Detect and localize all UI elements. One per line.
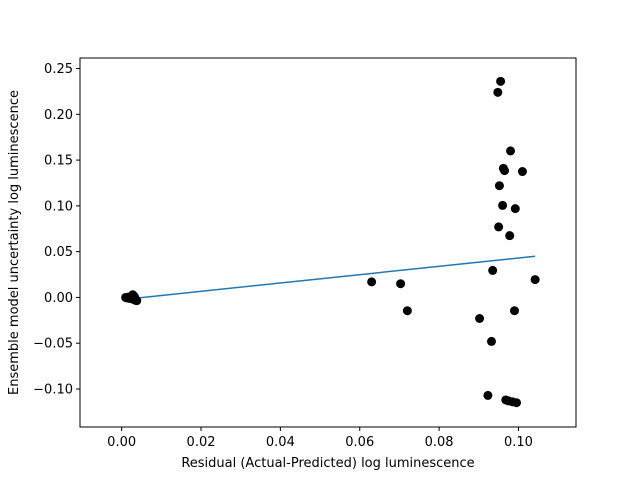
data-point [517,167,527,177]
x-axis-label: Residual (Actual-Predicted) log luminesc… [181,456,474,471]
y-ticks: −0.10 −0.05 0.00 0.05 0.10 0.15 0.20 0.25 [33,62,80,398]
data-point [500,166,510,176]
y-tick-label: 0.10 [44,199,73,214]
y-tick-label: −0.05 [33,337,73,352]
x-tick-label: 0.10 [504,435,533,450]
plot-frame [79,57,577,428]
x-tick-label: 0.04 [266,435,295,450]
data-point [498,200,508,210]
data-point [493,87,503,97]
y-tick-label: −0.10 [33,383,73,398]
y-tick-label: 0.25 [44,62,73,77]
data-point [530,275,540,285]
data-point [494,222,504,232]
fit-line-layer [125,255,536,301]
data-point [132,296,142,306]
data-point [483,390,493,400]
x-tick-label: 0.02 [187,435,216,450]
data-point [367,277,377,287]
data-point [396,279,406,289]
data-point [505,231,515,241]
y-tick-label: 0.20 [44,108,73,123]
points-layer [121,76,540,408]
data-point [510,204,520,214]
y-tick-label: 0.00 [44,291,73,306]
data-point [402,306,412,316]
data-point [511,398,521,408]
data-point [496,76,506,86]
data-point [486,336,496,346]
data-point [509,306,519,316]
x-tick-label: 0.08 [425,435,454,450]
data-point [475,313,485,323]
y-tick-label: 0.15 [44,154,73,169]
data-point [488,265,498,275]
data-point [506,146,516,156]
y-axis-label: Ensemble model uncertainty log luminesce… [7,90,22,395]
x-tick-label: 0.06 [345,435,374,450]
x-tick-label: 0.00 [107,435,136,450]
fit-line [125,255,536,301]
x-ticks: 0.00 0.02 0.04 0.06 0.08 0.10 [107,427,533,450]
plot-area [80,58,576,427]
y-tick-label: 0.05 [44,245,73,260]
data-point [494,181,504,191]
